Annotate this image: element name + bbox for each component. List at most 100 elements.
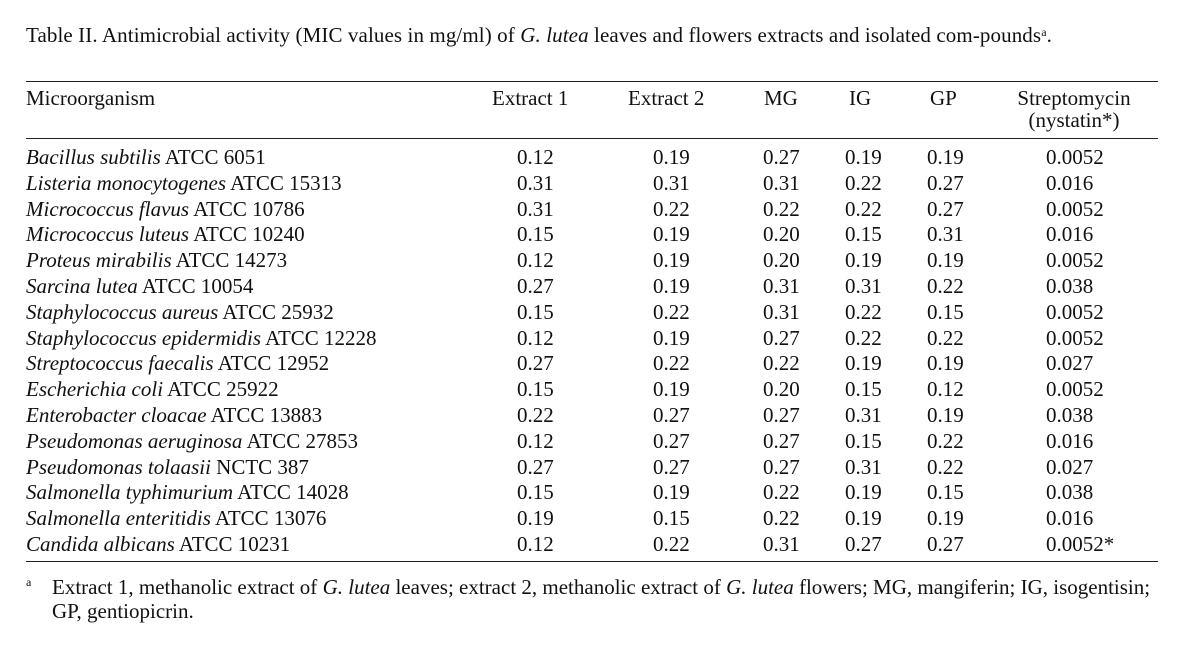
footnote-part-3: flowers; MG, mangiferin; IG, isogentisin… xyxy=(52,575,1151,623)
cell-gp: 0.22 xyxy=(927,325,964,350)
cell-ig: 0.22 xyxy=(845,170,882,195)
cell-mg: 0.31 xyxy=(763,170,800,195)
cell-ex2: 0.22 xyxy=(653,196,690,221)
cell-mg: 0.31 xyxy=(763,531,800,556)
header-extract-1: Extract 1 xyxy=(492,86,569,110)
cell-mg: 0.22 xyxy=(763,480,800,505)
cell-microorganism: Streptococcus faecalis ATCC 12952 xyxy=(26,351,329,377)
cell-ex2: 0.27 xyxy=(653,402,690,427)
cell-mg: 0.31 xyxy=(763,299,800,324)
cell-ex1: 0.27 xyxy=(517,273,554,298)
cell-mg: 0.27 xyxy=(763,428,800,453)
cell-ig: 0.15 xyxy=(845,377,882,402)
cell-microorganism: Micrococcus luteus ATCC 10240 xyxy=(26,222,305,248)
cell-ex2: 0.19 xyxy=(653,145,690,169)
cell-microorganism: Pseudomonas tolaasii NCTC 387 xyxy=(26,455,309,481)
strain-id: ATCC 25922 xyxy=(167,377,279,402)
top-rule xyxy=(26,81,1158,82)
cell-strep: 0.038 xyxy=(1046,273,1094,298)
table-body: Bacillus subtilis ATCC 6051 0.12 0.19 0.27 0… xyxy=(0,145,1200,558)
cell-strep: 0.038 xyxy=(1046,402,1094,427)
cell-ig: 0.31 xyxy=(845,454,882,479)
cell-ex2: 0.22 xyxy=(653,351,690,376)
cell-gp: 0.22 xyxy=(927,454,964,479)
table-row: Micrococcus flavus ATCC 10786 0.31 0.22 0.2… xyxy=(0,197,1200,223)
cell-gp: 0.19 xyxy=(927,351,964,376)
cell-ex2: 0.31 xyxy=(653,170,690,195)
cell-strep: 0.027 xyxy=(1046,351,1094,376)
bottom-rule xyxy=(26,561,1158,562)
footnote-part-2: leaves; extract 2, methanolic extract of xyxy=(390,575,727,599)
cell-ig: 0.31 xyxy=(845,273,882,298)
table-row: Pseudomonas tolaasii NCTC 387 0.27 0.27 0.2… xyxy=(0,455,1200,481)
strain-id: ATCC 25932 xyxy=(222,299,334,324)
cell-ig: 0.31 xyxy=(845,402,882,427)
table-row: Sarcina lutea ATCC 10054 0.27 0.19 0.31 0.31… xyxy=(0,274,1200,300)
footnote-text: Extract 1, methanolic extract of G. lute… xyxy=(52,575,1166,623)
cell-ig: 0.19 xyxy=(845,480,882,505)
cell-ex2: 0.27 xyxy=(653,454,690,479)
cell-microorganism: Salmonella typhimurium ATCC 14028 xyxy=(26,480,349,506)
cell-gp: 0.19 xyxy=(927,402,964,427)
cell-ig: 0.22 xyxy=(845,325,882,350)
strain-id: ATCC 10240 xyxy=(193,222,305,247)
table-footnote: a Extract 1, methanolic extract of G. lu… xyxy=(26,575,1166,623)
species-name: Enterobacter cloacae xyxy=(26,402,207,427)
species-name: Escherichia coli xyxy=(26,377,164,402)
cell-mg: 0.27 xyxy=(763,402,800,427)
species-name: Staphylococcus epidermidis xyxy=(26,325,262,350)
cell-microorganism: Pseudomonas aeruginosa ATCC 27853 xyxy=(26,429,358,455)
caption-suffix: leaves and flowers extracts and isolated… xyxy=(588,23,1042,47)
cell-ig: 0.19 xyxy=(845,145,882,169)
cell-ex2: 0.19 xyxy=(653,222,690,247)
caption-end: . xyxy=(1046,23,1052,47)
cell-ex1: 0.15 xyxy=(517,222,554,247)
species-name: Salmonella typhimurium xyxy=(26,480,234,505)
table-row: Micrococcus luteus ATCC 10240 0.15 0.19 0.2… xyxy=(0,222,1200,248)
cell-ex1: 0.12 xyxy=(517,531,554,556)
header-ig: IG xyxy=(849,86,872,110)
strain-id: ATCC 12952 xyxy=(217,351,330,376)
cell-ig: 0.22 xyxy=(845,299,882,324)
cell-microorganism: Salmonella enteritidis ATCC 13076 xyxy=(26,506,326,532)
cell-ex1: 0.27 xyxy=(517,454,554,479)
species-name: Micrococcus luteus xyxy=(26,222,190,247)
cell-mg: 0.27 xyxy=(763,325,800,350)
table-row: Candida albicans ATCC 10231 0.12 0.22 0.31 0… xyxy=(0,532,1200,558)
strain-id: ATCC 6051 xyxy=(164,145,266,169)
header-nystatin-label: (nystatin*) xyxy=(1028,108,1120,132)
cell-ig: 0.15 xyxy=(845,222,882,247)
cell-ex1: 0.27 xyxy=(517,351,554,376)
cell-ex1: 0.12 xyxy=(517,248,554,273)
strain-id: ATCC 27853 xyxy=(246,428,358,453)
cell-gp: 0.19 xyxy=(927,506,964,531)
table-row: Salmonella typhimurium ATCC 14028 0.15 0.1… xyxy=(0,480,1200,506)
cell-microorganism: Micrococcus flavus ATCC 10786 xyxy=(26,197,305,223)
cell-mg: 0.22 xyxy=(763,506,800,531)
cell-strep: 0.0052 xyxy=(1046,377,1104,402)
cell-gp: 0.19 xyxy=(927,145,964,169)
header-streptomycin-label: Streptomycin xyxy=(1017,86,1131,110)
cell-microorganism: Enterobacter cloacae ATCC 13883 xyxy=(26,403,322,429)
cell-microorganism: Bacillus subtilis ATCC 6051 xyxy=(26,145,266,171)
cell-ig: 0.19 xyxy=(845,506,882,531)
cell-ex2: 0.22 xyxy=(653,299,690,324)
cell-gp: 0.15 xyxy=(927,480,964,505)
cell-ex1: 0.22 xyxy=(517,402,554,427)
cell-strep: 0.0052 xyxy=(1046,196,1104,221)
species-name: Staphylococcus aureus xyxy=(26,299,219,324)
cell-ex2: 0.22 xyxy=(653,531,690,556)
cell-gp: 0.19 xyxy=(927,248,964,273)
table-row: Enterobacter cloacae ATCC 13883 0.22 0.27 0… xyxy=(0,403,1200,429)
cell-microorganism: Proteus mirabilis ATCC 14273 xyxy=(26,248,287,274)
strain-id: NCTC 387 xyxy=(216,454,309,479)
table-row: Salmonella enteritidis ATCC 13076 0.19 0.1… xyxy=(0,506,1200,532)
cell-microorganism: Staphylococcus epidermidis ATCC 12228 xyxy=(26,326,377,352)
cell-ig: 0.19 xyxy=(845,248,882,273)
cell-mg: 0.22 xyxy=(763,196,800,221)
cell-ex2: 0.19 xyxy=(653,273,690,298)
cell-mg: 0.27 xyxy=(763,454,800,479)
cell-mg: 0.27 xyxy=(763,145,800,169)
strain-id: ATCC 10786 xyxy=(193,196,305,221)
cell-ex1: 0.19 xyxy=(517,506,554,531)
